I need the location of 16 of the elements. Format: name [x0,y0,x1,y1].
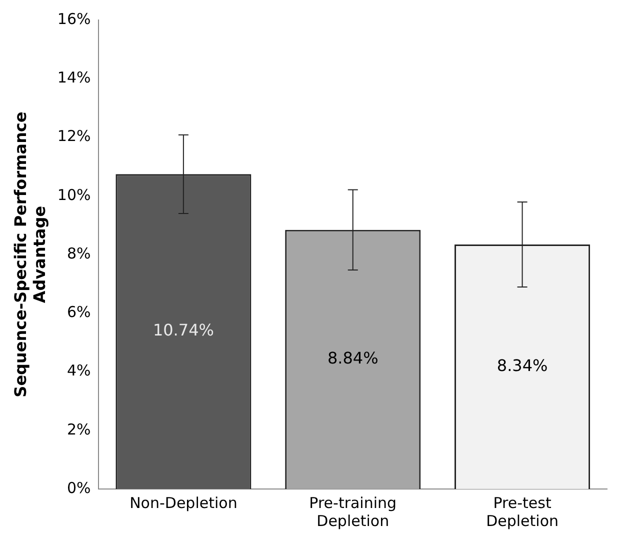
x-tick-label: Pre-test Depletion [486,494,559,530]
y-axis-title: Sequence-Specific Performance Advantage [10,112,49,398]
x-tick-label: Non-Depletion [130,494,238,512]
y-tick-label: 4% [66,362,91,380]
y-tick-label: 10% [57,186,91,204]
x-tick-label: Pre-training Depletion [309,494,397,530]
y-tick-label: 6% [66,303,91,322]
y-tick-label: 14% [57,68,91,87]
data-label: 8.34% [496,356,548,375]
y-tick-label: 16% [57,10,91,28]
y-tick-label: 0% [66,478,91,497]
y-tick-label: 12% [57,127,91,146]
y-tick-label: 2% [66,420,91,438]
data-label: 10.74% [152,320,214,340]
y-tick-label: 8% [66,244,91,262]
data-label: 8.84% [327,348,378,368]
